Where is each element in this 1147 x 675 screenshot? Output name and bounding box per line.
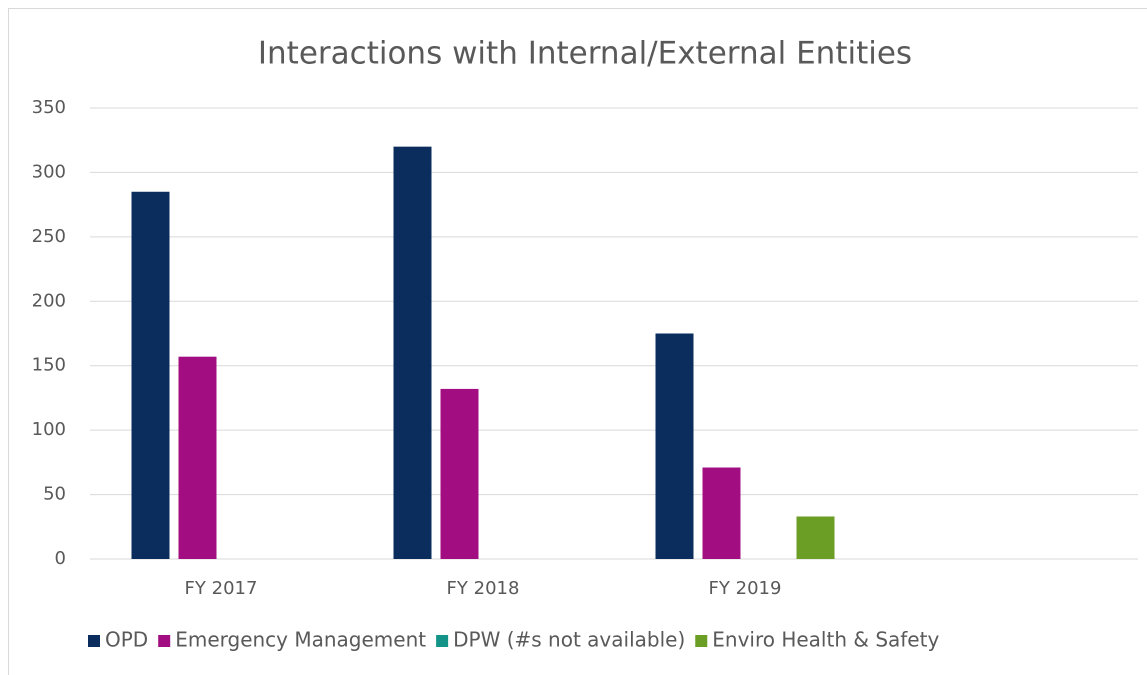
legend-swatch xyxy=(695,635,708,647)
bar xyxy=(796,516,835,559)
x-tick-label: FY 2018 xyxy=(447,578,520,599)
y-tick-label: 100 xyxy=(32,419,66,440)
bar xyxy=(655,333,694,559)
bar xyxy=(393,146,432,559)
legend-label: OPD xyxy=(105,628,148,652)
y-tick-label: 150 xyxy=(32,355,66,376)
legend-label: Emergency Management xyxy=(175,628,426,652)
legend-swatch xyxy=(436,635,449,647)
legend-label: Enviro Health & Safety xyxy=(712,628,939,652)
legend-swatch xyxy=(88,635,100,647)
y-tick-label: 0 xyxy=(55,548,66,569)
x-tick-label: FY 2019 xyxy=(709,578,782,599)
bar xyxy=(178,356,217,559)
y-tick-label: 50 xyxy=(43,484,66,505)
y-tick-label: 250 xyxy=(32,226,66,247)
chart-title: Interactions with Internal/External Enti… xyxy=(258,36,912,72)
chart-frame xyxy=(8,8,1147,675)
bar xyxy=(702,467,741,559)
legend-label: DPW (#s not available) xyxy=(453,628,685,652)
legend-swatch xyxy=(158,635,171,647)
bar xyxy=(131,191,170,559)
bar xyxy=(440,388,479,559)
y-tick-label: 300 xyxy=(32,161,66,182)
x-tick-label: FY 2017 xyxy=(185,578,258,599)
y-tick-label: 200 xyxy=(32,290,66,311)
y-tick-label: 350 xyxy=(32,97,66,118)
